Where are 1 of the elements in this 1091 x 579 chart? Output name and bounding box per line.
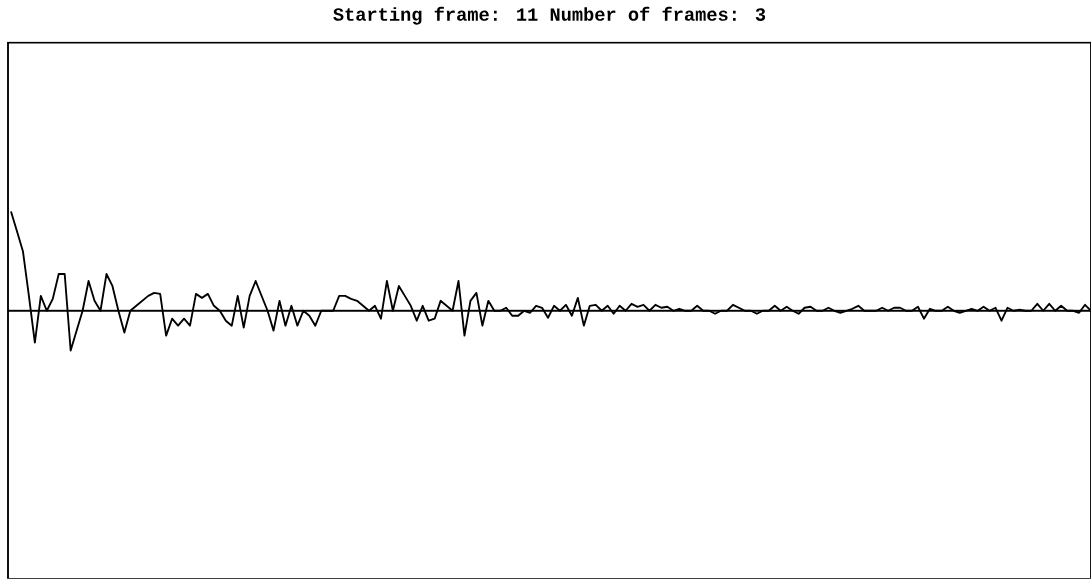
chart-title: Starting frame: 11 Number of frames: 3 — [333, 6, 766, 25]
